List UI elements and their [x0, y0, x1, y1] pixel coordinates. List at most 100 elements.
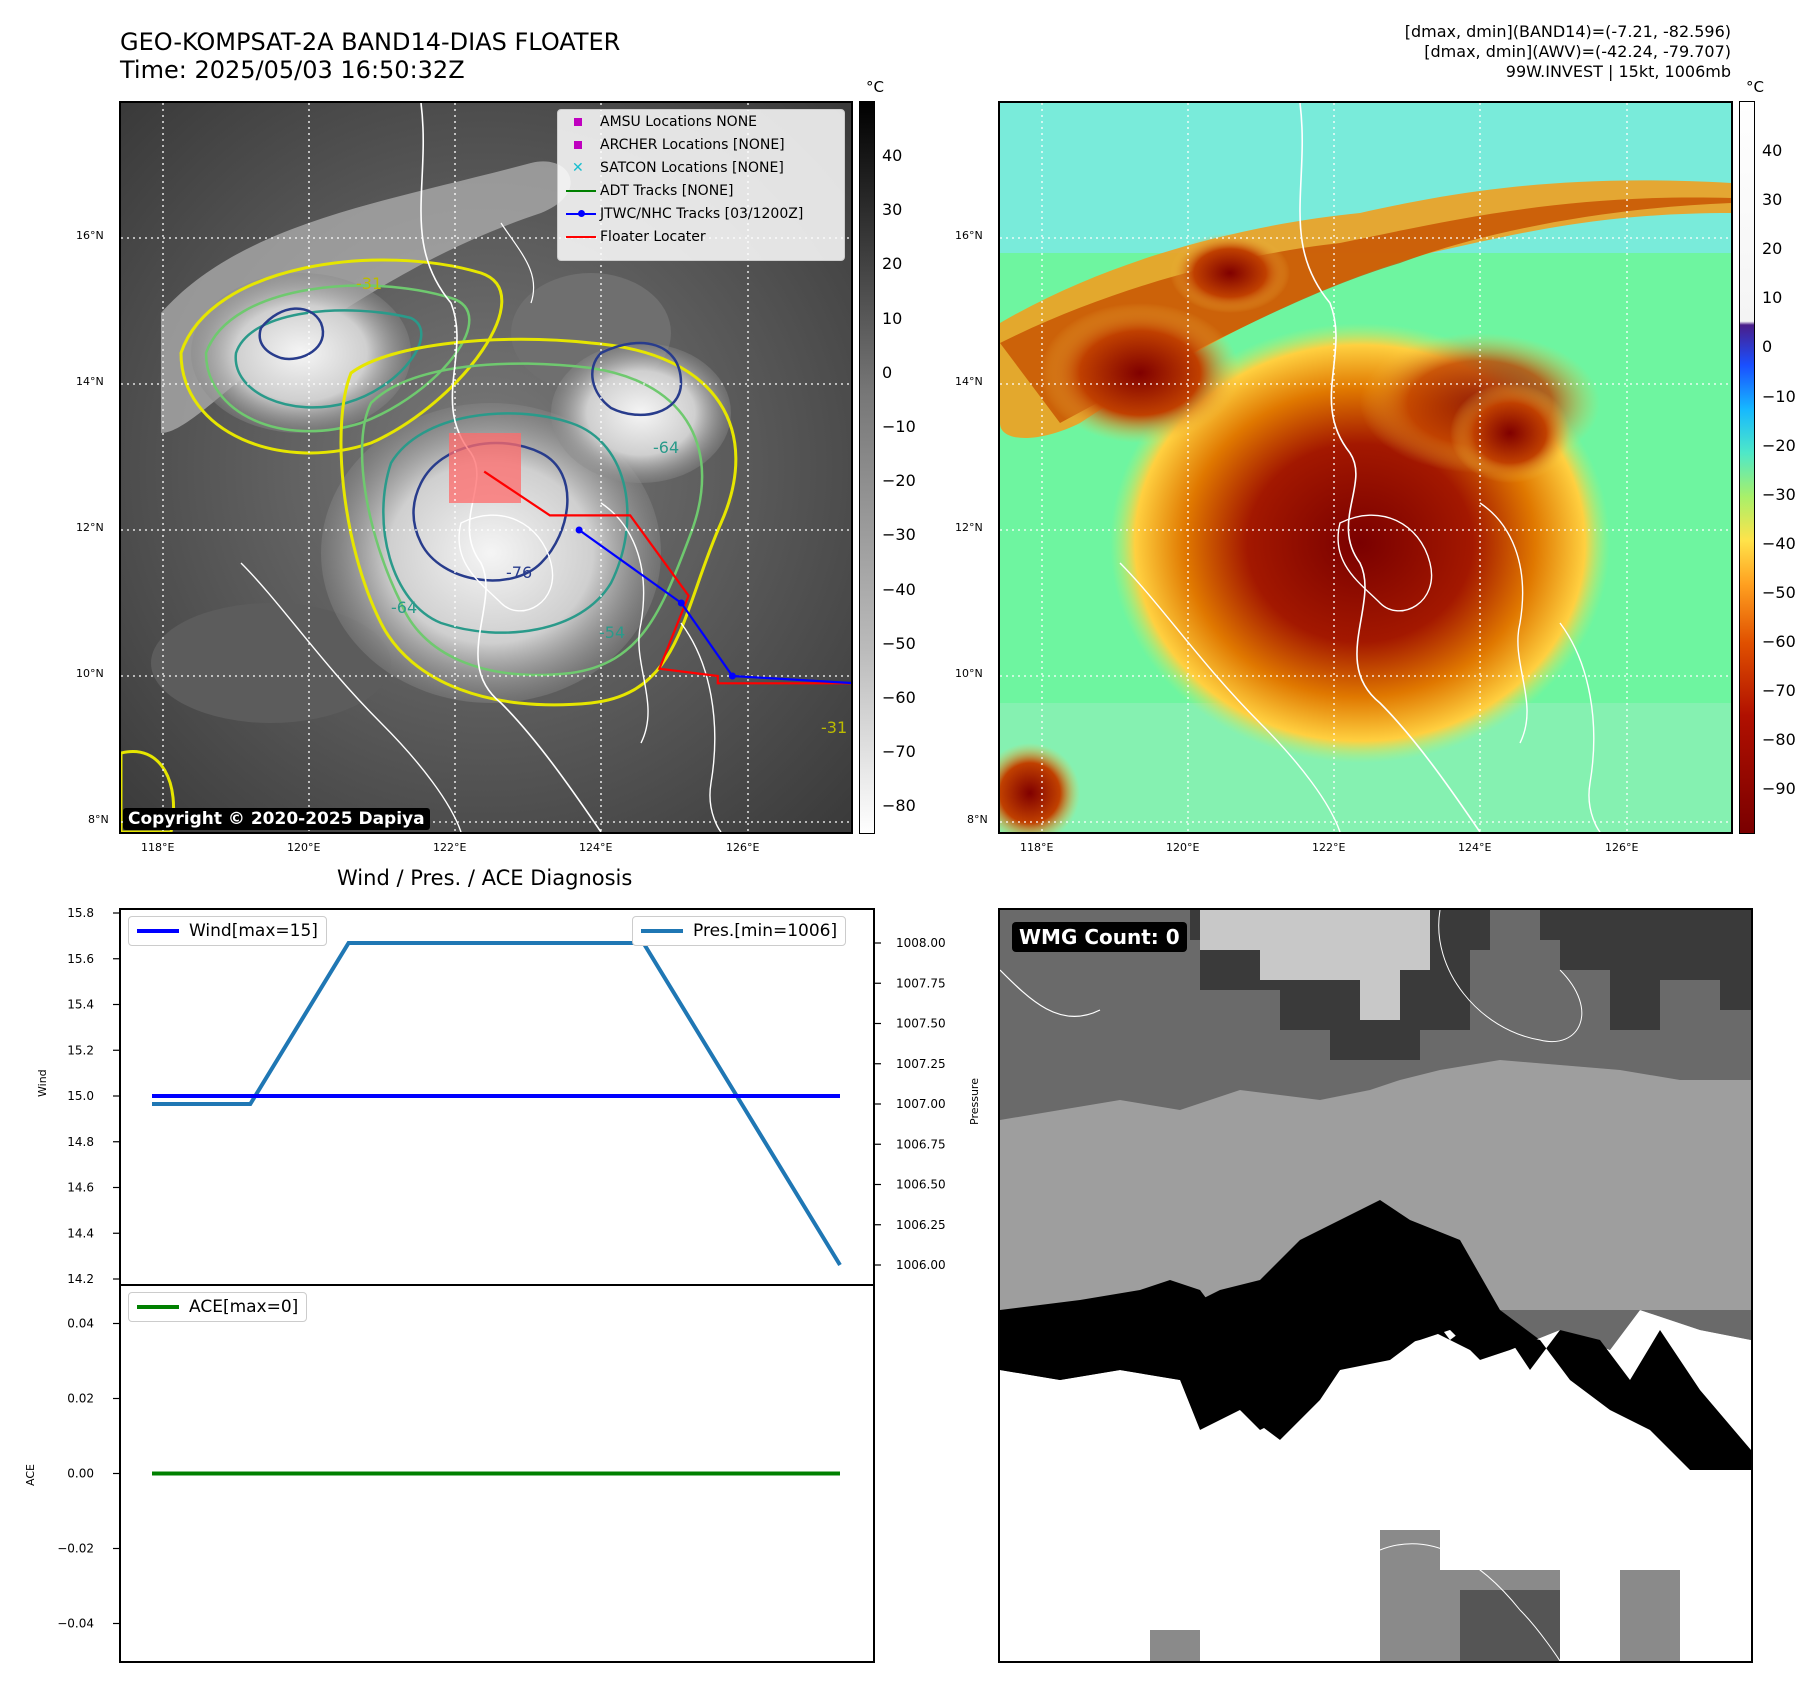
legend-item-jtwc: JTWC/NHC Tracks [03/1200Z]: [558, 202, 844, 225]
colorbar2: [1739, 101, 1755, 834]
colorbar1-tick: −30: [882, 525, 916, 545]
info-band14: [dmax, dmin](BAND14)=(-7.21, -82.596): [1404, 22, 1731, 41]
lon-label: 122°E: [433, 841, 467, 854]
colorbar1-tick: −10: [882, 417, 916, 436]
lat-label: 8°N: [88, 813, 109, 826]
pressure-legend-label: Pres.[min=1006]: [693, 921, 838, 941]
wind-tick-label: 15.8: [67, 906, 94, 920]
contour-label: -76: [506, 563, 532, 582]
x-marker-icon: ✕: [572, 159, 584, 176]
ace-tick-label: −0.04: [57, 1617, 94, 1631]
lat-label: 14°N: [955, 375, 983, 388]
legend-item-adt: ADT Tracks [NONE]: [558, 179, 844, 202]
pressure-tick-label: 1007.75: [896, 976, 946, 990]
lat-label: 12°N: [955, 521, 983, 534]
colorbar1-tick: 0: [882, 362, 893, 382]
awv-map-image: [1000, 103, 1731, 832]
pressure-tick-label: 1007.50: [896, 1017, 946, 1031]
lat-label: 16°N: [955, 229, 983, 242]
line-marker-icon: [137, 1305, 179, 1309]
jtwc-track-point: [677, 599, 685, 607]
pressure-tick-label: 1006.00: [896, 1258, 946, 1272]
line-marker-icon: [566, 235, 596, 238]
legend-label: Floater Locater: [600, 228, 706, 245]
ir-map-image: -64 -76 -64 -54 -31 -31: [121, 103, 851, 832]
colorbar1: [859, 101, 875, 834]
colorbar1-tick: −70: [882, 742, 916, 762]
contour-label: -54: [599, 623, 625, 642]
lat-label: 14°N: [76, 375, 104, 388]
pressure-legend: Pres.[min=1006]: [632, 916, 847, 946]
line-marker-icon: [566, 189, 596, 192]
contour-label: -31: [821, 718, 847, 737]
lon-label: 118°E: [1020, 841, 1054, 854]
colorbar2-tick: −50: [1762, 582, 1796, 602]
colorbar2-tick: 0: [1762, 337, 1773, 357]
wind-legend-label: Wind[max=15]: [189, 921, 318, 941]
map-legend: AMSU Locations NONE ARCHER Locations [NO…: [557, 109, 845, 261]
lon-label: 126°E: [726, 841, 760, 854]
lat-label: 10°N: [955, 667, 983, 680]
lon-label: 124°E: [1458, 841, 1492, 854]
colorbar2-tick: −90: [1762, 779, 1796, 799]
legend-label: SATCON Locations [NONE]: [600, 159, 784, 176]
ace-tick-label: 0.00: [67, 1467, 94, 1481]
colorbar2-tick: −30: [1762, 484, 1796, 504]
colorbar2-tick: −20: [1762, 435, 1796, 455]
wind-tick-label: 14.2: [67, 1272, 94, 1286]
wind-tick-label: 15.6: [67, 952, 94, 966]
line-dot-marker-icon: [566, 209, 596, 217]
wind-tick-label: 14.4: [67, 1226, 94, 1240]
contour-label: -64: [391, 598, 417, 617]
wind-tick-label: 15.4: [67, 998, 94, 1012]
jtwc-track-point: [728, 672, 736, 680]
wind-tick-label: 14.8: [67, 1135, 94, 1149]
contour-label: -64: [653, 438, 679, 457]
colorbar2-tick: 30: [1762, 190, 1783, 210]
lon-label: 118°E: [141, 841, 175, 854]
plot-time: Time: 2025/05/03 16:50:32Z: [120, 56, 465, 84]
ir-map-panel: -64 -76 -64 -54 -31 -31 AMSU Locations N…: [119, 101, 853, 834]
diagnosis-title: Wind / Pres. / ACE Diagnosis: [337, 866, 633, 890]
awv-map-panel: [998, 101, 1733, 834]
wind-tick-label: 15.2: [67, 1043, 94, 1057]
lon-label: 120°E: [1166, 841, 1200, 854]
wind-legend: Wind[max=15]: [128, 916, 327, 946]
wind-axis-label: Wind: [36, 1069, 49, 1097]
colorbar2-unit: °C: [1746, 78, 1764, 96]
lat-label: 12°N: [76, 521, 104, 534]
lon-label: 120°E: [287, 841, 321, 854]
pressure-series-line: [152, 941, 842, 1267]
legend-item-amsu: AMSU Locations NONE: [558, 110, 844, 133]
lat-label: 10°N: [76, 667, 104, 680]
legend-label: JTWC/NHC Tracks [03/1200Z]: [600, 205, 804, 222]
square-marker-icon: [574, 117, 582, 126]
ace-axis-label: ACE: [24, 1464, 37, 1486]
wmg-image: [1000, 910, 1751, 1661]
legend-label: ARCHER Locations [NONE]: [600, 136, 785, 153]
lon-label: 126°E: [1605, 841, 1639, 854]
colorbar1-tick: 30: [882, 200, 903, 220]
ace-tick-label: 0.02: [67, 1392, 94, 1406]
colorbar2-tick: −60: [1762, 632, 1796, 651]
ace-tick-label: 0.04: [67, 1317, 94, 1331]
pressure-tick-label: 1006.50: [896, 1178, 946, 1192]
legend-item-archer: ARCHER Locations [NONE]: [558, 133, 844, 156]
wind-tick-label: 14.6: [67, 1181, 94, 1195]
line-marker-icon: [137, 929, 179, 933]
legend-item-satcon: ✕ SATCON Locations [NONE]: [558, 156, 844, 179]
legend-label: ADT Tracks [NONE]: [600, 182, 734, 199]
colorbar2-tick: 40: [1762, 141, 1783, 160]
copyright-badge: Copyright © 2020-2025 Dapiya: [123, 808, 430, 830]
colorbar1-tick: 40: [882, 146, 903, 165]
pressure-tick-label: 1007.25: [896, 1057, 946, 1071]
colorbar1-tick: −80: [882, 796, 916, 816]
floater-box: [449, 433, 521, 503]
colorbar1-tick: −50: [882, 633, 916, 653]
pressure-tick-label: 1007.00: [896, 1097, 946, 1111]
info-storm: 99W.INVEST | 15kt, 1006mb: [1505, 62, 1731, 81]
ace-legend: ACE[max=0]: [128, 1292, 308, 1322]
lat-label: 8°N: [967, 813, 988, 826]
ace-panel: [119, 1284, 875, 1663]
